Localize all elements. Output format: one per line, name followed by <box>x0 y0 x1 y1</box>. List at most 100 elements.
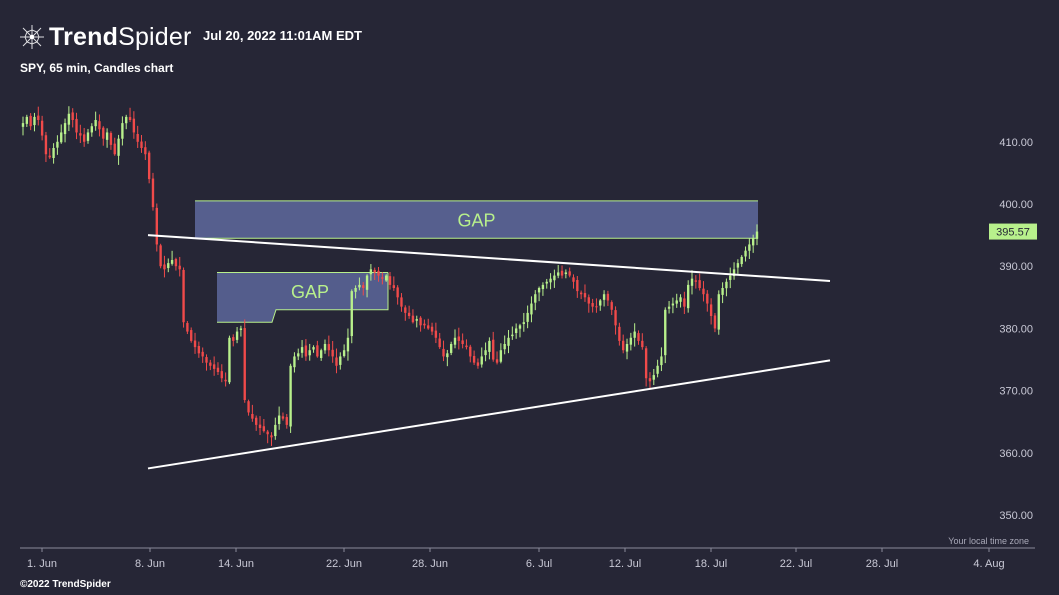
gap-label: GAP <box>291 282 329 302</box>
candle-body <box>342 350 346 357</box>
candle-body <box>484 350 487 356</box>
candle-body <box>350 291 353 337</box>
candle-body <box>33 116 36 126</box>
candle-body <box>190 330 193 341</box>
candle-body <box>729 275 732 280</box>
gap-edge-bottom <box>217 272 389 323</box>
candle-body <box>568 271 571 276</box>
spider-web-icon <box>20 25 44 49</box>
candle-body <box>702 288 705 295</box>
candle-body <box>285 417 288 425</box>
candle-body <box>170 260 174 264</box>
candle-body <box>625 344 629 352</box>
candle-body <box>102 127 105 139</box>
candle-body <box>564 272 568 275</box>
candle-body <box>507 337 510 346</box>
candle-body <box>534 294 537 303</box>
candle-body <box>679 297 682 302</box>
candle-body <box>553 275 556 281</box>
candle-body <box>369 269 373 275</box>
candle-body <box>537 288 541 293</box>
candle-body <box>56 141 59 148</box>
candle-body <box>289 365 292 427</box>
candle-body <box>430 326 434 332</box>
candle-body <box>178 265 181 270</box>
candle-body <box>320 350 323 358</box>
candle-body <box>94 120 97 127</box>
candle-body <box>163 264 166 270</box>
y-tick-label: 360.00 <box>999 448 1033 460</box>
candle-body <box>453 337 457 345</box>
candle-body <box>622 340 625 351</box>
candle-body <box>136 133 139 142</box>
candle-body <box>725 281 728 289</box>
last-price-badge: 395.57 <box>989 223 1037 240</box>
candle-body <box>339 356 342 365</box>
candle-body <box>396 287 399 298</box>
candle-body <box>595 306 598 308</box>
candle-body <box>599 300 602 306</box>
x-tick-label: 28. Jun <box>412 558 448 570</box>
x-tick-label: 18. Jul <box>695 558 727 570</box>
candle-body <box>82 134 86 142</box>
candle-body <box>300 347 304 353</box>
candle-body <box>144 147 147 155</box>
candle-body <box>75 118 78 133</box>
candles <box>21 106 759 446</box>
candle-body <box>182 269 185 323</box>
candle-body <box>277 415 281 425</box>
candle-body <box>346 337 350 352</box>
candle-body <box>90 126 93 133</box>
candle-body <box>495 359 499 363</box>
candle-body <box>656 365 659 374</box>
candle-body <box>308 350 311 356</box>
candle-body <box>706 293 709 304</box>
candle-body <box>438 338 441 348</box>
candle-body <box>671 303 675 306</box>
candle-body <box>557 272 560 276</box>
candle-body <box>614 310 617 326</box>
candle-body <box>667 306 671 309</box>
candle-body <box>293 356 296 368</box>
gap-zone <box>195 200 758 239</box>
candle-body <box>709 304 713 316</box>
candle-body <box>29 115 32 127</box>
candle-body <box>637 333 640 341</box>
trendline <box>147 359 831 470</box>
copyright-text: ©2022 TrendSpider <box>20 579 111 590</box>
candle-body <box>514 328 518 334</box>
candle-body <box>21 123 25 127</box>
candle-body <box>105 132 109 140</box>
candle-body <box>274 424 277 437</box>
candle-body <box>610 302 613 310</box>
candle-body <box>751 238 755 246</box>
candle-body <box>480 356 483 365</box>
candle-body <box>469 346 472 357</box>
candle-body <box>197 346 201 354</box>
candle-body <box>687 284 690 309</box>
candle-body <box>128 117 132 120</box>
candle-body <box>415 319 418 321</box>
candle-body <box>373 269 376 273</box>
candle-body <box>323 344 327 351</box>
candle-body <box>690 278 694 286</box>
x-axis: 1. Jun 8. Jun 14. Jun 22. Jun 28. Jun 6. Jul 1… <box>20 547 1035 570</box>
candle-body <box>446 353 449 358</box>
x-tick-label: 1. Jun <box>27 558 57 570</box>
candle-body <box>266 431 269 435</box>
candle-body <box>660 356 663 366</box>
candle-body <box>331 349 334 357</box>
candle-body <box>174 259 178 267</box>
candle-body <box>193 340 197 348</box>
y-tick-label: 390.00 <box>999 261 1033 273</box>
candle-body <box>365 275 369 290</box>
candle-body <box>60 132 63 143</box>
candle-body <box>434 330 438 338</box>
y-tick-label: 370.00 <box>999 386 1033 398</box>
candle-body <box>530 303 533 315</box>
candle-body <box>52 148 55 159</box>
y-tick-label: 400.00 <box>999 199 1033 211</box>
candle-body <box>683 298 686 307</box>
last-price-box <box>989 223 1037 240</box>
